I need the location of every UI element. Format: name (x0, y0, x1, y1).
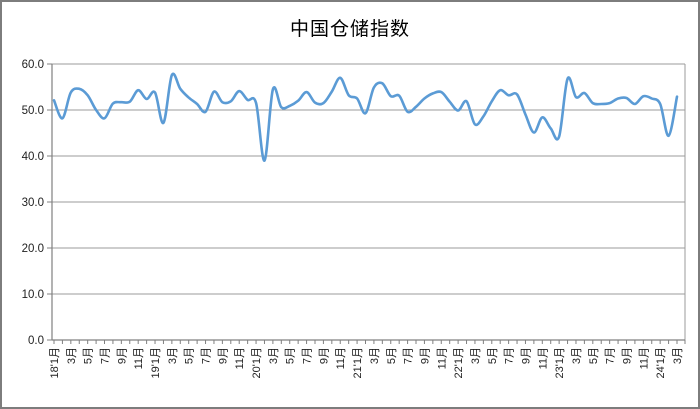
x-axis-tick-label: 7月 (100, 347, 112, 364)
warehousing-index-line (52, 72, 679, 162)
y-axis-tick-label: 0.0 (28, 335, 44, 347)
x-axis-tick-label: 24'1月 (655, 347, 667, 378)
x-axis-tick-label: 3月 (571, 347, 583, 364)
x-axis-tick-label: 9月 (621, 347, 633, 364)
chart-title: 中国仓储指数 (289, 19, 410, 40)
x-axis-tick-label: 3月 (167, 347, 179, 364)
x-axis-tick-label: 9月 (520, 347, 532, 364)
x-axis-tick-label: 23'1月 (554, 347, 566, 378)
x-axis-tick-label: 3月 (672, 347, 684, 364)
y-axis-tick-label: 30.0 (22, 197, 44, 209)
x-axis-tick-label: 5月 (487, 347, 499, 364)
x-axis-tick-label: 11月 (133, 347, 145, 369)
x-axis-tick-label: 18'1月 (49, 347, 61, 378)
x-axis-tick-label: 9月 (116, 347, 128, 364)
x-axis-tick-label: 5月 (184, 347, 196, 364)
x-axis-tick-label: 5月 (83, 347, 95, 364)
x-axis-tick-label: 11月 (335, 347, 347, 369)
x-axis-tick-label: 7月 (605, 347, 617, 364)
x-axis-tick-label: 21'1月 (352, 347, 364, 378)
x-axis-tick-label: 11月 (234, 347, 246, 369)
x-axis-tick-label: 3月 (268, 347, 280, 364)
x-axis-tick-label: 7月 (201, 347, 213, 364)
y-axis-tick-label: 50.0 (22, 105, 44, 117)
x-axis-tick-label: 5月 (588, 347, 600, 364)
y-axis-tick-label: 20.0 (22, 243, 44, 255)
x-axis-tick-label: 20'1月 (251, 347, 263, 378)
x-axis-tick-label: 11月 (436, 347, 448, 369)
y-axis-tick-label: 60.0 (22, 59, 44, 71)
x-axis-tick-label: 7月 (302, 347, 314, 364)
y-axis-tick-label: 40.0 (22, 151, 44, 163)
x-axis-tick-label: 11月 (537, 347, 549, 369)
x-axis-tick-label: 3月 (369, 347, 381, 364)
x-axis-tick-label: 3月 (470, 347, 482, 364)
x-axis-tick-label: 9月 (318, 347, 330, 364)
x-axis-tick-label: 11月 (638, 347, 650, 369)
x-axis-tick-label: 19'1月 (150, 347, 162, 378)
x-axis-tick-label: 7月 (504, 347, 516, 364)
x-axis-tick-label: 5月 (386, 347, 398, 364)
x-axis-tick-label: 9月 (419, 347, 431, 364)
x-axis-tick-label: 7月 (403, 347, 415, 364)
x-axis-tick-label: 5月 (285, 347, 297, 364)
x-axis-tick-label: 3月 (66, 347, 78, 364)
x-axis-tick-label: 9月 (217, 347, 229, 364)
x-axis-tick-label: 22'1月 (453, 347, 465, 378)
y-axis-tick-label: 10.0 (22, 289, 44, 301)
